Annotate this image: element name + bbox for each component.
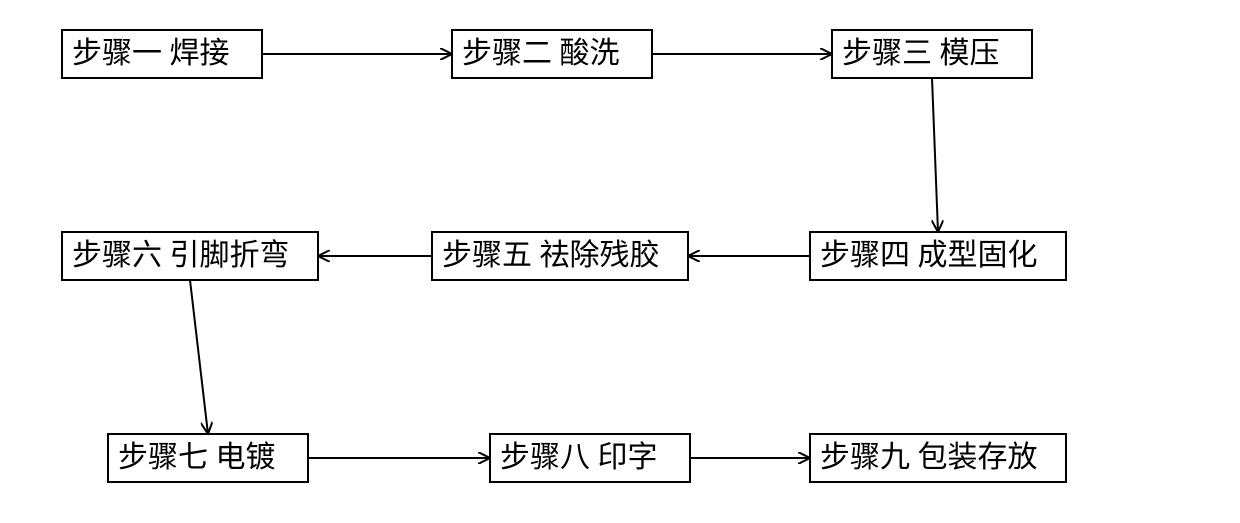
flow-node-s1: 步骤一 焊接 — [62, 30, 262, 78]
flow-node-label: 步骤二 酸洗 — [462, 37, 620, 70]
flow-node-s3: 步骤三 模压 — [832, 30, 1032, 78]
flow-node-label: 步骤一 焊接 — [72, 37, 230, 70]
flow-node-label: 步骤五 祛除残胶 — [442, 239, 660, 272]
flow-node-s9: 步骤九 包装存放 — [810, 434, 1066, 482]
flow-node-label: 步骤六 引脚折弯 — [72, 239, 290, 272]
flow-node-s7: 步骤七 电镀 — [108, 434, 308, 482]
flow-edge — [932, 78, 938, 232]
flowchart-canvas: 步骤一 焊接 步骤二 酸洗 步骤三 模压步骤四 成型固化 步骤五 祛除残胶 步骤六 引脚… — [0, 0, 1240, 523]
flow-node-s8: 步骤八 印字 — [490, 434, 690, 482]
flow-node-label: 步骤三 模压 — [842, 37, 1000, 70]
flow-node-label: 步骤四 成型固化 — [820, 239, 1038, 272]
flow-node-s4: 步骤四 成型固化 — [810, 232, 1066, 280]
flow-node-label: 步骤九 包装存放 — [820, 441, 1038, 474]
flow-node-s6: 步骤六 引脚折弯 — [62, 232, 318, 280]
flow-node-label: 步骤八 印字 — [500, 441, 658, 474]
flow-node-s5: 步骤五 祛除残胶 — [432, 232, 688, 280]
flow-node-label: 步骤七 电镀 — [118, 441, 276, 474]
flow-edge — [190, 280, 208, 434]
flow-node-s2: 步骤二 酸洗 — [452, 30, 652, 78]
nodes-layer: 步骤一 焊接 步骤二 酸洗 步骤三 模压步骤四 成型固化 步骤五 祛除残胶 步骤六 引脚… — [62, 30, 1066, 482]
